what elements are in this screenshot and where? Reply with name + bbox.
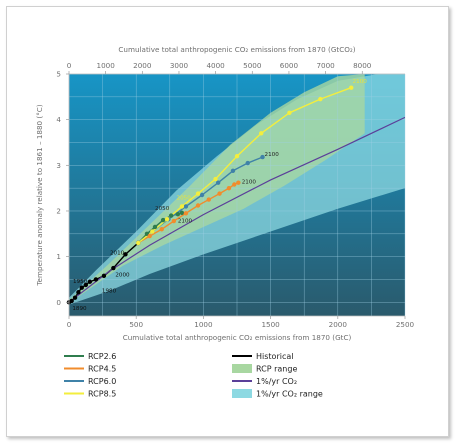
data-point-rcp6-0 [260,154,265,160]
year-labels: 1890 1950 1980 2000 2010 2050 2100 2100 2100 2050… [72,79,367,312]
legend-label: RCP4.5 [88,365,116,374]
legend-label: 1%/yr CO₂ [256,377,297,386]
data-point-historical [69,298,74,304]
year-label: 1950 [73,279,88,285]
x-tick-label: 2000 [329,320,348,329]
y-tick-label: 3 [56,161,61,170]
legend-label: RCP range [256,365,297,374]
x-tick-label: 1500 [261,320,280,329]
year-label: 2050 [177,196,192,202]
y-axis-title: Temperature anomaly relative to 1861 – 1… [35,104,44,286]
year-label: 1890 [72,306,87,312]
y-tick-label: 1 [56,252,61,261]
legend-swatch-patch [232,389,252,398]
y-tick-label: 4 [56,115,61,124]
data-point-rcp2-6 [152,224,158,230]
y-tick-label: 2 [56,206,61,215]
legend-label: Historical [256,352,293,361]
x-tick-label: 1000 [194,320,213,329]
data-point-rcp4-5 [206,197,211,202]
data-point-rcp4-5 [232,182,237,187]
data-point-rcp6-0 [183,204,189,209]
top-tick-label: 5000 [243,61,262,70]
legend-label: RCP6.0 [88,377,116,386]
series-line-1-yr-co [69,116,405,303]
data-point-historical [123,252,128,257]
data-point-rcp6-0 [230,168,236,173]
data-point-historical [79,285,84,290]
year-label: 2000 [115,272,130,278]
top-tick-label: 0 [67,61,72,70]
year-label: 2100 [242,180,257,186]
data-point-historical [111,265,116,271]
legend-label: RCP8.5 [88,390,116,399]
legend-swatch-patch [232,364,252,373]
x-tick-label: 500 [129,320,143,329]
data-point-rcp4-5 [195,203,201,208]
data-point-rcp8-5 [164,217,170,222]
data-point-rcp8-5 [213,176,218,182]
data-point-rcp4-5 [171,218,177,224]
year-label: 2100 [353,79,368,85]
data-point-rcp8-5 [258,131,264,136]
data-point-rcp2-6 [160,217,166,223]
legend-label: RCP2.6 [88,352,116,361]
data-point-rcp8-5 [136,240,141,246]
year-label: 2100 [265,152,280,158]
year-label: 1980 [102,288,117,294]
y-tick-label: 5 [56,70,61,79]
data-point-rcp2-6 [168,213,174,218]
x-axis-title: Cumulative total anthropogenic CO₂ emiss… [123,333,352,342]
data-point-historical [72,295,78,300]
data-point-rcp4-5 [159,227,164,232]
data-point-rcp4-5 [183,211,189,216]
data-point-rcp2-6 [179,210,185,216]
data-point-rcp8-5 [179,204,185,209]
data-point-rcp4-5 [236,180,241,185]
data-point-historical [87,279,93,284]
data-point-rcp6-0 [245,160,250,166]
data-point-rcp8-5 [150,229,155,234]
data-point-historical [101,273,107,279]
data-point-rcp4-5 [226,185,232,191]
data-point-rcp8-5 [318,96,323,102]
data-point-historical [83,282,89,288]
top-tick-label: 6000 [280,61,299,70]
y-tick-label: 0 [56,298,61,307]
year-label: 2050 [155,206,170,212]
top-tick-label: 8000 [353,61,372,70]
top-tick-label: 7000 [316,61,335,70]
data-point-rcp6-0 [215,180,221,185]
data-point-rcp4-5 [217,191,222,196]
top-tick-label: 2000 [133,61,152,70]
data-point-rcp2-6 [175,211,181,217]
legend: RCP2.6 RCP4.5 RCP6.0 RCP8.5 Historical RCP ra… [64,352,323,399]
top-tick-label: 1000 [97,61,116,70]
data-point-rcp8-5 [349,85,354,90]
data-point-historical [76,290,81,295]
data-point-rcp6-0 [199,192,205,198]
data-point-rcp8-5 [287,110,292,116]
year-label: 2010 [110,250,125,256]
range-band-rcp [69,74,365,304]
data-point-rcp8-5 [234,153,240,159]
legend-label: 1%/yr CO₂ range [256,390,323,399]
x-tick-label: 2500 [396,320,415,329]
series-points [66,85,354,305]
data-point-rcp8-5 [195,191,201,196]
top-tick-label: 3000 [170,61,189,70]
data-point-historical [93,277,99,282]
year-label: 2100 [178,218,193,224]
x-tick-label: 0 [67,320,72,329]
gridlines [68,73,406,316]
data-point-rcp4-5 [147,233,152,239]
top-tick-label: 4000 [206,61,225,70]
top-axis-title: Cumulative total anthropogenic CO₂ emiss… [118,45,355,54]
